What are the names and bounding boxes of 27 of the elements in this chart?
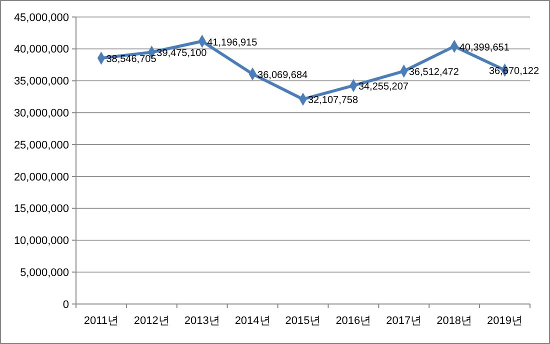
y-tick-label: 0 bbox=[62, 298, 69, 311]
y-tick-label: 5,000,000 bbox=[20, 266, 69, 279]
y-tick-label: 45,000,000 bbox=[14, 12, 69, 24]
data-label: 40,399,651 bbox=[459, 42, 510, 54]
x-tick-label: 2011년 bbox=[84, 315, 119, 327]
x-tick-label: 2016년 bbox=[336, 315, 372, 327]
data-label: 38,546,705 bbox=[106, 54, 157, 66]
data-label: 39,475,100 bbox=[156, 48, 208, 60]
data-label: 34,255,207 bbox=[358, 82, 409, 93]
x-tick-label: 2017년 bbox=[386, 315, 422, 327]
x-tick-label: 2014년 bbox=[234, 315, 270, 327]
x-tick-label: 2018년 bbox=[436, 315, 472, 327]
x-tick-label: 2015년 bbox=[285, 315, 321, 327]
y-tick-label: 25,000,000 bbox=[14, 139, 69, 152]
x-tick-label: 2012년 bbox=[134, 315, 170, 327]
data-label: 36,512,472 bbox=[408, 67, 460, 78]
y-tick-label: 35,000,000 bbox=[14, 76, 69, 88]
y-tick-label: 20,000,000 bbox=[14, 171, 69, 184]
x-tick-label: 2013년 bbox=[184, 315, 220, 327]
y-tick-label: 10,000,000 bbox=[14, 235, 69, 248]
data-label: 36,069,684 bbox=[258, 70, 308, 81]
data-label: 32,107,758 bbox=[308, 95, 358, 106]
y-tick-label: 15,000,000 bbox=[14, 203, 69, 216]
y-tick-label: 30,000,000 bbox=[14, 108, 69, 120]
y-tick-label: 40,000,000 bbox=[14, 44, 69, 56]
data-label: 41,196,915 bbox=[207, 37, 258, 48]
x-tick-label: 2019년 bbox=[487, 315, 523, 327]
